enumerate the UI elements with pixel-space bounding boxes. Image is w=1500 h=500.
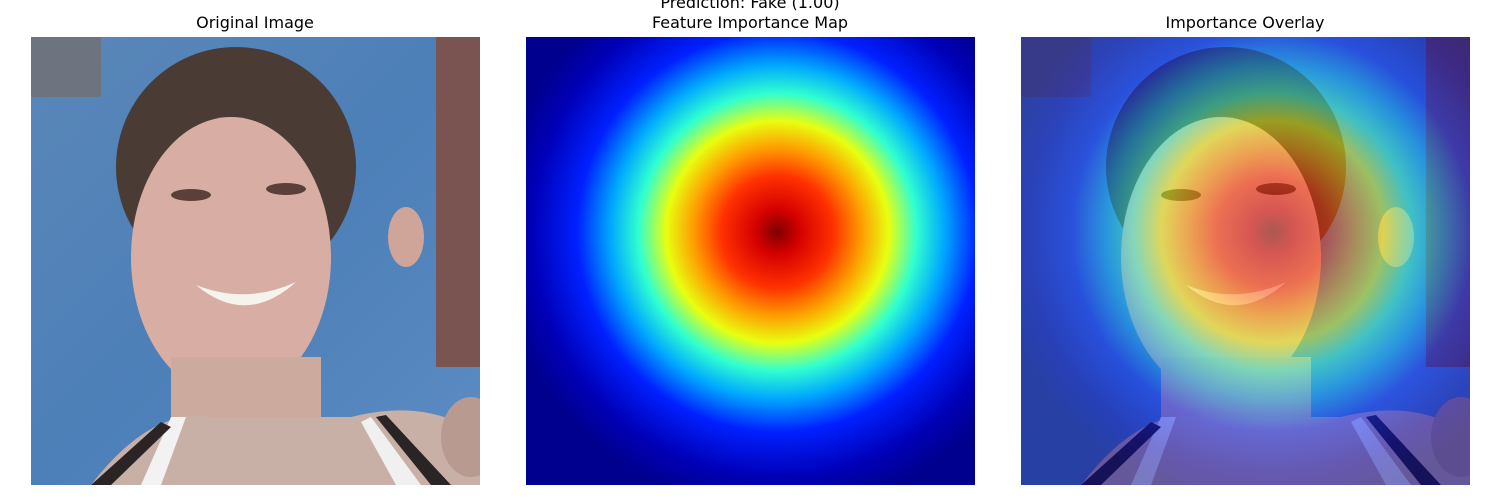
original-image: [31, 37, 480, 485]
importance-overlay: [1021, 37, 1470, 485]
panel-title: Importance Overlay: [1166, 13, 1325, 32]
importance-map: [526, 37, 975, 485]
panel-title: Feature Importance Map: [652, 13, 848, 32]
panel-title: Original Image: [196, 13, 314, 32]
suptitle: Prediction: Fake (1.00): [660, 0, 839, 12]
